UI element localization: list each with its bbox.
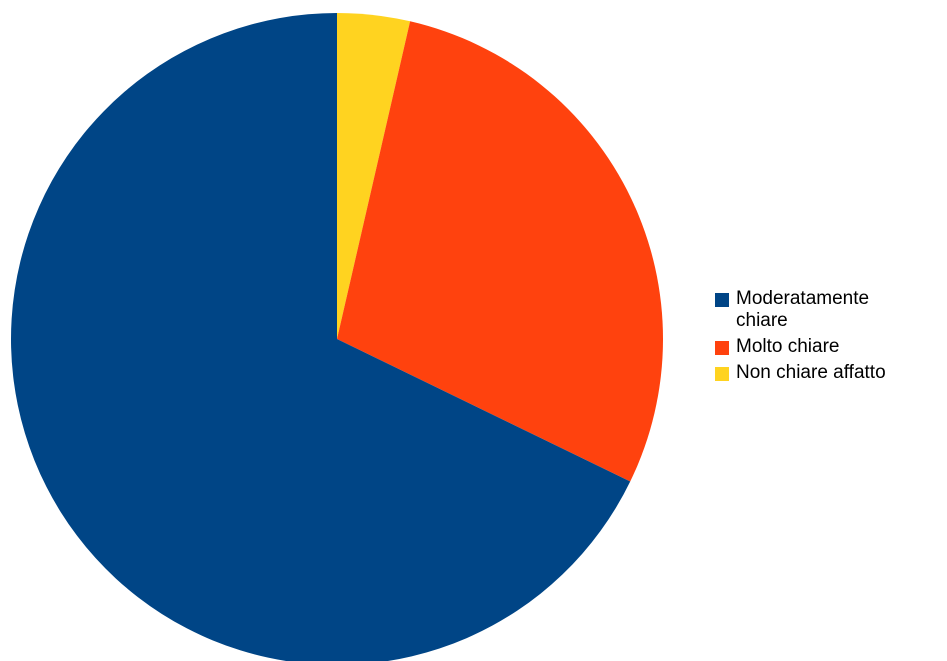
legend: Moderatamente chiare Molto chiare Non ch…	[715, 288, 911, 388]
legend-label-non-chiare-affatto: Non chiare affatto	[736, 362, 886, 383]
pie-slice-non-chiare-affatto	[337, 12, 411, 339]
legend-swatch-molto-chiare	[715, 341, 729, 355]
legend-swatch-non-chiare-affatto	[715, 367, 729, 381]
pie-slice-moderatamente-chiare	[11, 13, 631, 661]
legend-label-moderatamente-chiare: Moderatamente chiare	[736, 288, 870, 331]
legend-label-molto-chiare: Molto chiare	[736, 336, 840, 357]
legend-swatch-moderatamente-chiare	[715, 293, 729, 307]
legend-item-non-chiare-affatto: Non chiare affatto	[715, 362, 911, 384]
pie-slice-molto-chiare	[337, 21, 664, 482]
pie-slices	[11, 12, 664, 661]
legend-item-moderatamente-chiare: Moderatamente chiare	[715, 288, 911, 332]
legend-item-molto-chiare: Molto chiare	[715, 336, 911, 358]
